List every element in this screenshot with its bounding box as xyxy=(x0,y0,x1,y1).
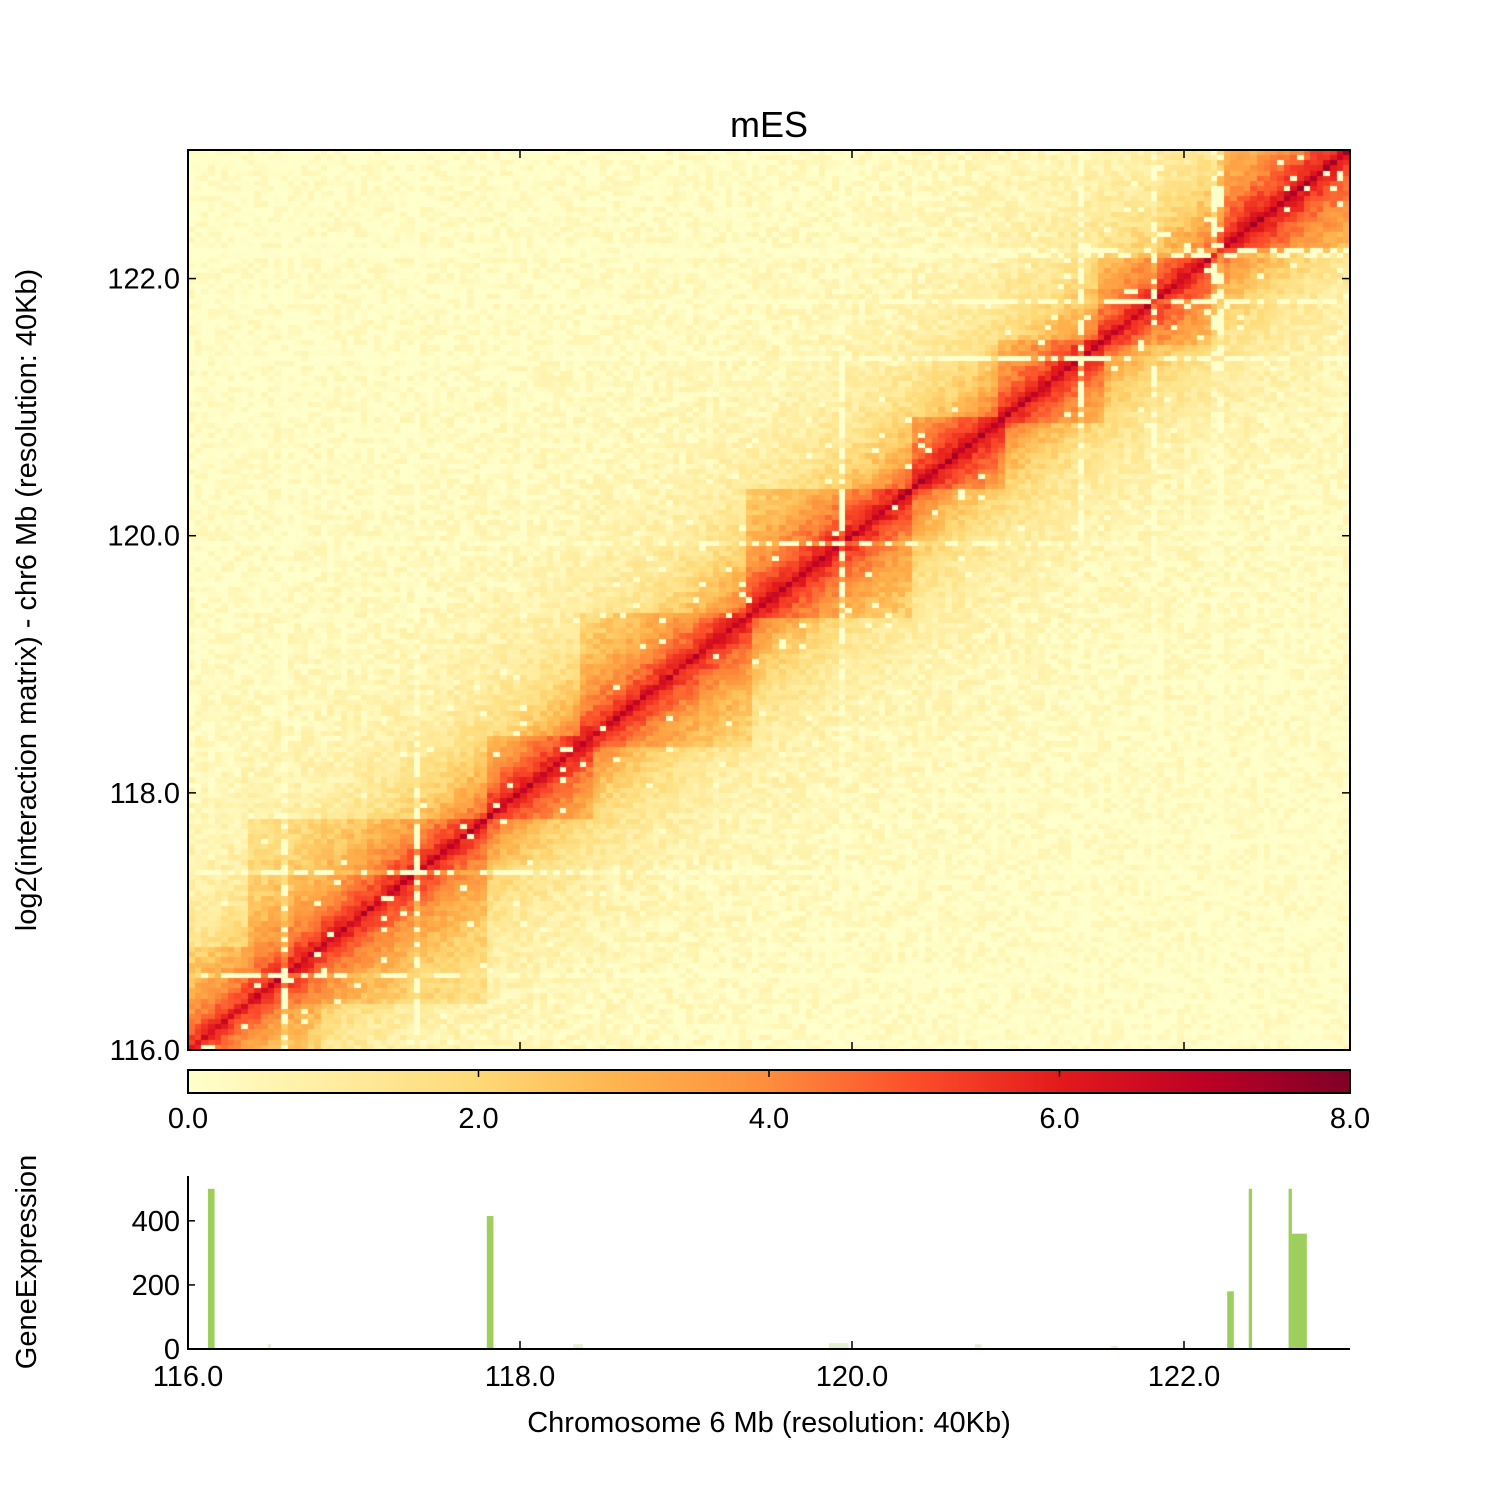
heatmap-y-ticks: 116.0 118.0 120.0 122.0 xyxy=(107,264,1350,1067)
colorbar-tick-label: 4.0 xyxy=(749,1103,789,1135)
expression-x-tick-label: 122.0 xyxy=(1148,1361,1221,1393)
heatmap-y-tick-label: 116.0 xyxy=(110,1035,180,1067)
expression-x-tick-label: 116.0 xyxy=(153,1361,223,1393)
expression-bar xyxy=(974,1344,982,1349)
colorbar-tick-label: 6.0 xyxy=(1039,1103,1079,1135)
expression-y-tick-label: 200 xyxy=(132,1270,180,1302)
expression-x-tick-label: 120.0 xyxy=(816,1361,889,1393)
expression-x-tick-label: 118.0 xyxy=(485,1361,555,1393)
heatmap-y-tick-label: 122.0 xyxy=(107,264,180,296)
expression-bar xyxy=(1248,1188,1253,1349)
heatmap-ylabel: log2(interaction matrix) - chr6 Mb (reso… xyxy=(11,269,43,931)
expression-x-ticks: 116.0 118.0 120.0 122.0 xyxy=(153,1341,1221,1393)
expression-y-tick-label: 0 xyxy=(164,1334,180,1366)
expression-bar xyxy=(573,1344,584,1349)
expression-bar xyxy=(1288,1188,1292,1349)
colorbar-tick-label: 2.0 xyxy=(458,1103,498,1135)
heatmap-y-tick-label: 120.0 xyxy=(107,521,180,553)
heatmap-panel: 116.0 118.0 120.0 122.0 xyxy=(107,149,1351,1067)
chart-title: mES xyxy=(730,104,808,145)
expression-bar xyxy=(207,1188,215,1349)
heatmap-frame xyxy=(187,149,1351,1051)
colorbar-tick-label: 0.0 xyxy=(168,1103,208,1135)
colorbar-ticks: 0.0 2.0 4.0 6.0 8.0 xyxy=(168,1070,1370,1135)
expression-bar xyxy=(828,1343,849,1349)
heatmap-x-ticks xyxy=(187,150,1185,1050)
expression-xlabel: Chromosome 6 Mb (resolution: 40Kb) xyxy=(527,1407,1011,1439)
expression-y-tick-label: 400 xyxy=(132,1206,180,1238)
expression-bar xyxy=(267,1344,271,1349)
colorbar: 0.0 2.0 4.0 6.0 8.0 xyxy=(168,1069,1370,1135)
expression-bar xyxy=(1291,1233,1307,1349)
expression-bar xyxy=(1110,1345,1118,1349)
colorbar-tick-label: 8.0 xyxy=(1330,1103,1370,1135)
expression-bar xyxy=(486,1216,494,1349)
heatmap-image xyxy=(188,150,1350,1050)
expression-y-ticks: 0 200 400 xyxy=(132,1206,195,1366)
expression-panel: 0 200 400 116.0 118.0 120.0 122.0 xyxy=(132,1176,1350,1393)
expression-ylabel: GeneExpression xyxy=(11,1155,43,1369)
expression-bar xyxy=(1227,1291,1234,1349)
expression-bars xyxy=(207,1188,1307,1349)
heatmap-y-tick-label: 118.0 xyxy=(110,778,180,810)
